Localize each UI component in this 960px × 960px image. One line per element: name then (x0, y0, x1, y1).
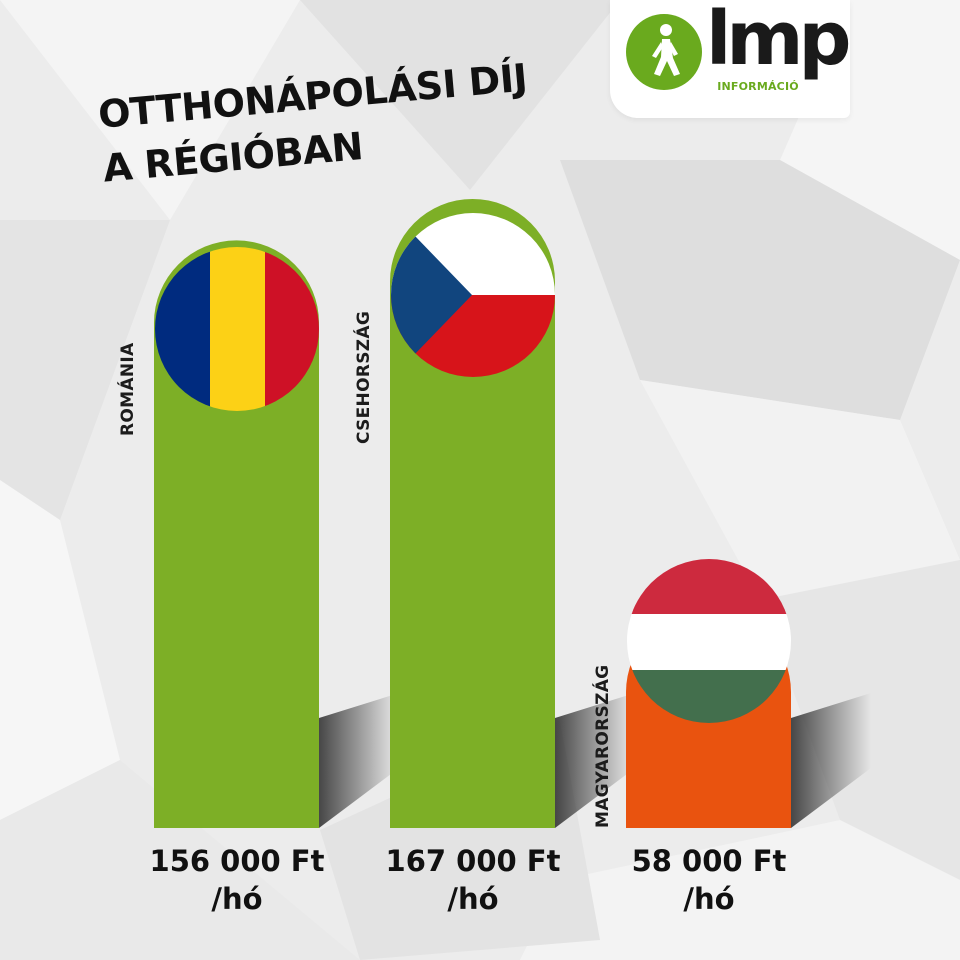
bar-shadow (791, 693, 871, 828)
logo-subtitle: INFORMÁCIÓ (717, 80, 799, 93)
bar-shadow (555, 693, 635, 828)
value-label-hungary: 58 000 Ft /hó (599, 842, 819, 918)
value-amount: 58 000 Ft (631, 844, 787, 878)
value-amount: 156 000 Ft (149, 844, 325, 878)
value-label-romania: 156 000 Ft /hó (127, 842, 347, 918)
country-label-czechia: CSEHORSZÁG (354, 310, 374, 444)
pedestrian-icon (626, 14, 702, 90)
bar-shadow (319, 693, 399, 828)
value-amount: 167 000 Ft (385, 844, 561, 878)
logo-wordmark: lmp (706, 0, 851, 82)
country-label-romania: ROMÁNIA (118, 342, 138, 436)
value-unit: /hó (683, 882, 735, 916)
value-unit: /hó (447, 882, 499, 916)
value-unit: /hó (211, 882, 263, 916)
value-label-czechia: 167 000 Ft /hó (363, 842, 583, 918)
country-label-hungary: MAGYARORSZÁG (593, 664, 613, 828)
lmp-logo: lmp INFORMÁCIÓ (610, 0, 851, 118)
